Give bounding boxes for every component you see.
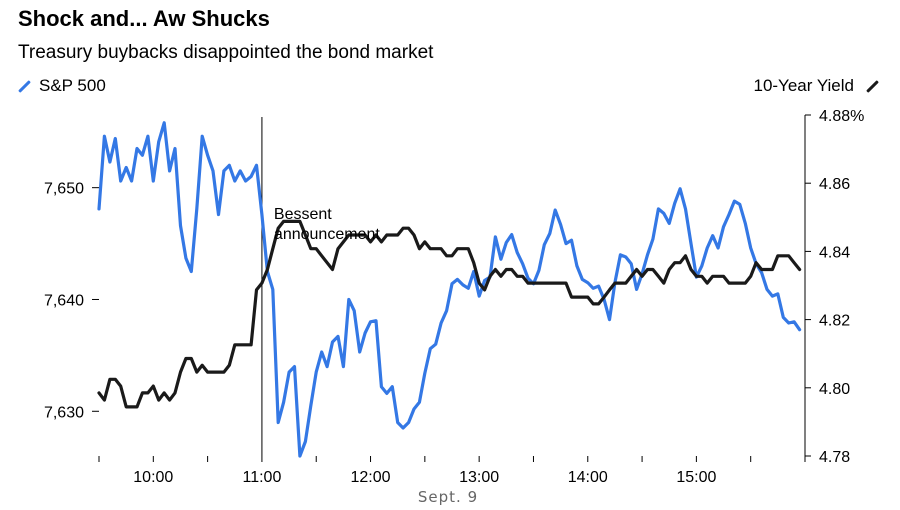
left-axis-tick-label: 7,630	[44, 404, 84, 421]
annotation-label: Bessent	[274, 206, 332, 223]
x-axis-tick-label: 11:00	[242, 469, 281, 486]
chart-labels: 4.78 4.80 4.82 4.84 4.86 4.88% 7,630 7,640 7,650…	[44, 108, 864, 506]
legend-label-10yr-yield: 10-Year Yield	[753, 76, 854, 95]
chart-subtitle: Treasury buybacks disappointed the bond …	[18, 42, 434, 63]
legend-10yr-yield: 10-Year Yield	[753, 76, 880, 96]
right-axis-tick-label: 4.84	[819, 244, 850, 261]
legend-label-sp500: S&P 500	[39, 76, 106, 95]
sp500-series-line	[97, 121, 802, 458]
right-axis-tick-label: 4.80	[819, 381, 850, 398]
right-axis-tick-label: 4.88%	[819, 108, 864, 125]
x-axis-tick-label: 13:00	[459, 469, 499, 486]
chart-series	[97, 121, 802, 458]
left-axis-tick-label: 7,650	[44, 181, 84, 198]
x-axis-tick-label: 10:00	[133, 469, 173, 486]
annotation-label: announcement	[274, 226, 380, 243]
x-axis-tick-label: 14:00	[568, 469, 608, 486]
chart-title: Shock and... Aw Shucks	[18, 6, 270, 31]
right-axis-tick-label: 4.82	[819, 313, 850, 330]
x-axis-tick-label: 15:00	[676, 469, 716, 486]
treasury-yield-series-line	[97, 219, 802, 409]
x-axis-tick-label: 12:00	[351, 469, 391, 486]
right-axis-tick-label: 4.78	[819, 449, 850, 466]
x-axis-title: Sept. 9	[418, 488, 478, 506]
chart-axes	[92, 114, 811, 462]
left-axis-tick-label: 7,640	[44, 292, 84, 309]
legend-sp500: S&P 500	[16, 76, 106, 96]
right-axis-tick-label: 4.86	[819, 176, 850, 193]
